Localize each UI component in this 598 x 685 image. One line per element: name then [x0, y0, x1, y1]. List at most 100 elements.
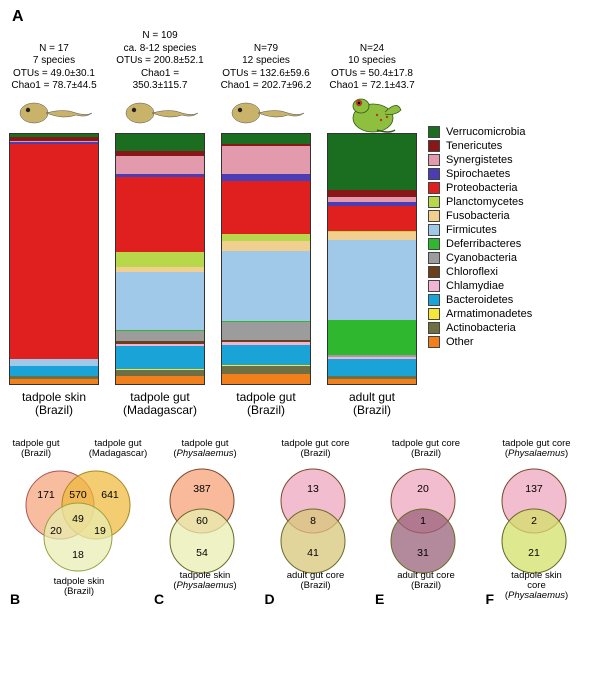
legend-item-Proteobacteria: Proteobacteria [428, 182, 532, 194]
segment-Cyanobacteria [116, 331, 204, 341]
legend-label: Cyanobacteria [446, 252, 517, 264]
venn-row: 171 641 570 18 20 19 49 tadpole gut(Braz… [8, 439, 590, 609]
svg-text:19: 19 [94, 524, 106, 536]
legend-label: Proteobacteria [446, 182, 518, 194]
segment-Proteobacteria [328, 206, 416, 231]
legend-label: Firmicutes [446, 224, 497, 236]
svg-text:31: 31 [417, 546, 429, 558]
bar-column-1: N = 109ca. 8-12 speciesOTUs = 200.8±52.1… [114, 30, 206, 421]
panel-a-label: A [12, 8, 590, 26]
bar-header: N=7912 speciesOTUs = 132.6±59.6Chao1 = 2… [221, 39, 312, 93]
legend-swatch [428, 238, 440, 250]
stacked-bar [115, 133, 205, 385]
segment-Proteobacteria [10, 144, 98, 359]
legend-label: Actinobacteria [446, 322, 516, 334]
legend-swatch [428, 168, 440, 180]
svg-text:18: 18 [72, 548, 84, 560]
stacked-bars-group: N = 177 speciesOTUs = 49.0±30.1Chao1 = 7… [8, 30, 418, 421]
legend-swatch [428, 252, 440, 264]
legend-swatch [428, 182, 440, 194]
svg-text:1: 1 [420, 514, 426, 526]
venn-label-bottom: tadpole skin(Brazil) [44, 577, 114, 598]
legend-swatch [428, 140, 440, 152]
legend-item-Synergistetes: Synergistetes [428, 154, 532, 166]
segment-Bacteroidetes [10, 366, 98, 376]
venn-B: 171 641 570 18 20 19 49 tadpole gut(Braz… [8, 439, 148, 609]
svg-text:387: 387 [193, 482, 211, 494]
legend-item-Spirochaetes: Spirochaetes [428, 168, 532, 180]
venn-label-top: tadpole gut(Physalaemus) [170, 439, 240, 460]
legend-label: Planctomycetes [446, 196, 524, 208]
segment-Actinobacteria [222, 366, 310, 374]
legend-label: Verrucomicrobia [446, 126, 525, 138]
panel-letter-B: B [10, 591, 20, 607]
bar-header: N=2410 speciesOTUs = 50.4±17.8Chao1 = 72… [329, 39, 414, 93]
legend-item-Actinobacteria: Actinobacteria [428, 322, 532, 334]
tadpole-icon [221, 93, 311, 133]
svg-text:41: 41 [307, 546, 319, 558]
legend-swatch [428, 280, 440, 292]
legend-item-Chloroflexi: Chloroflexi [428, 266, 532, 278]
venn-E: 20 1 31 tadpole gut core(Brazil)adult gu… [373, 439, 480, 609]
segment-Verrucomicrobia [222, 134, 310, 144]
segment-Other [10, 379, 98, 384]
venn-label-top: tadpole gut core(Brazil) [391, 439, 461, 460]
svg-text:49: 49 [72, 512, 84, 524]
segment-Bacteroidetes [222, 345, 310, 365]
svg-text:20: 20 [50, 524, 62, 536]
svg-text:13: 13 [307, 482, 319, 494]
legend-swatch [428, 126, 440, 138]
legend-label: Spirochaetes [446, 168, 510, 180]
segment-Firmicutes [116, 272, 204, 330]
venn-D: 13 8 41 tadpole gut core(Brazil)adult gu… [263, 439, 370, 609]
legend-label: Armatimonadetes [446, 308, 532, 320]
segment-Verrucomicrobia [116, 134, 204, 152]
segment-Bacteroidetes [328, 359, 416, 377]
legend-item-Firmicutes: Firmicutes [428, 224, 532, 236]
segment-Bacteroidetes [116, 346, 204, 369]
segment-Proteobacteria [222, 181, 310, 234]
legend-swatch [428, 196, 440, 208]
stacked-bar [327, 133, 417, 385]
legend-label: Chloroflexi [446, 266, 498, 278]
legend-label: Deferribacteres [446, 238, 521, 250]
legend-swatch [428, 266, 440, 278]
svg-text:21: 21 [528, 546, 540, 558]
legend-swatch [428, 336, 440, 348]
panel-letter-C: C [154, 591, 164, 607]
frog-icon [327, 93, 417, 133]
stacked-bar [221, 133, 311, 385]
legend-item-Chlamydiae: Chlamydiae [428, 280, 532, 292]
bar-column-3: N=2410 speciesOTUs = 50.4±17.8Chao1 = 72… [326, 39, 418, 421]
segment-Deferribacteres [328, 320, 416, 355]
segment-Tenericutes [328, 190, 416, 198]
bar-caption: tadpole skin(Brazil) [22, 391, 86, 421]
svg-text:54: 54 [196, 546, 208, 558]
legend-label: Other [446, 336, 474, 348]
venn-label-tr: tadpole gut(Madagascar) [86, 439, 150, 460]
legend-item-Cyanobacteria: Cyanobacteria [428, 252, 532, 264]
venn-label-bottom: adult gut core(Brazil) [391, 571, 461, 592]
segment-Other [222, 374, 310, 384]
bar-column-0: N = 177 speciesOTUs = 49.0±30.1Chao1 = 7… [8, 39, 100, 421]
segment-Proteobacteria [116, 177, 204, 252]
svg-text:8: 8 [310, 514, 316, 526]
venn-label-top: tadpole gut core(Physalaemus) [502, 439, 572, 460]
segment-Fusobacteria [222, 241, 310, 251]
venn-label-bottom: tadpole skin core(Physalaemus) [502, 571, 572, 602]
legend-item-Bacteroidetes: Bacteroidetes [428, 294, 532, 306]
svg-text:2: 2 [531, 514, 537, 526]
legend-item-Fusobacteria: Fusobacteria [428, 210, 532, 222]
panel-a-row: N = 177 speciesOTUs = 49.0±30.1Chao1 = 7… [8, 30, 590, 421]
panel-letter-D: D [265, 591, 275, 607]
venn-label-top: tadpole gut core(Brazil) [281, 439, 351, 460]
panel-letter-E: E [375, 591, 384, 607]
legend-swatch [428, 308, 440, 320]
legend-swatch [428, 210, 440, 222]
legend-swatch [428, 154, 440, 166]
legend-swatch [428, 294, 440, 306]
segment-Verrucomicrobia [328, 134, 416, 190]
svg-text:570: 570 [69, 488, 87, 500]
legend-item-Deferribacteres: Deferribacteres [428, 238, 532, 250]
svg-text:171: 171 [37, 488, 55, 500]
